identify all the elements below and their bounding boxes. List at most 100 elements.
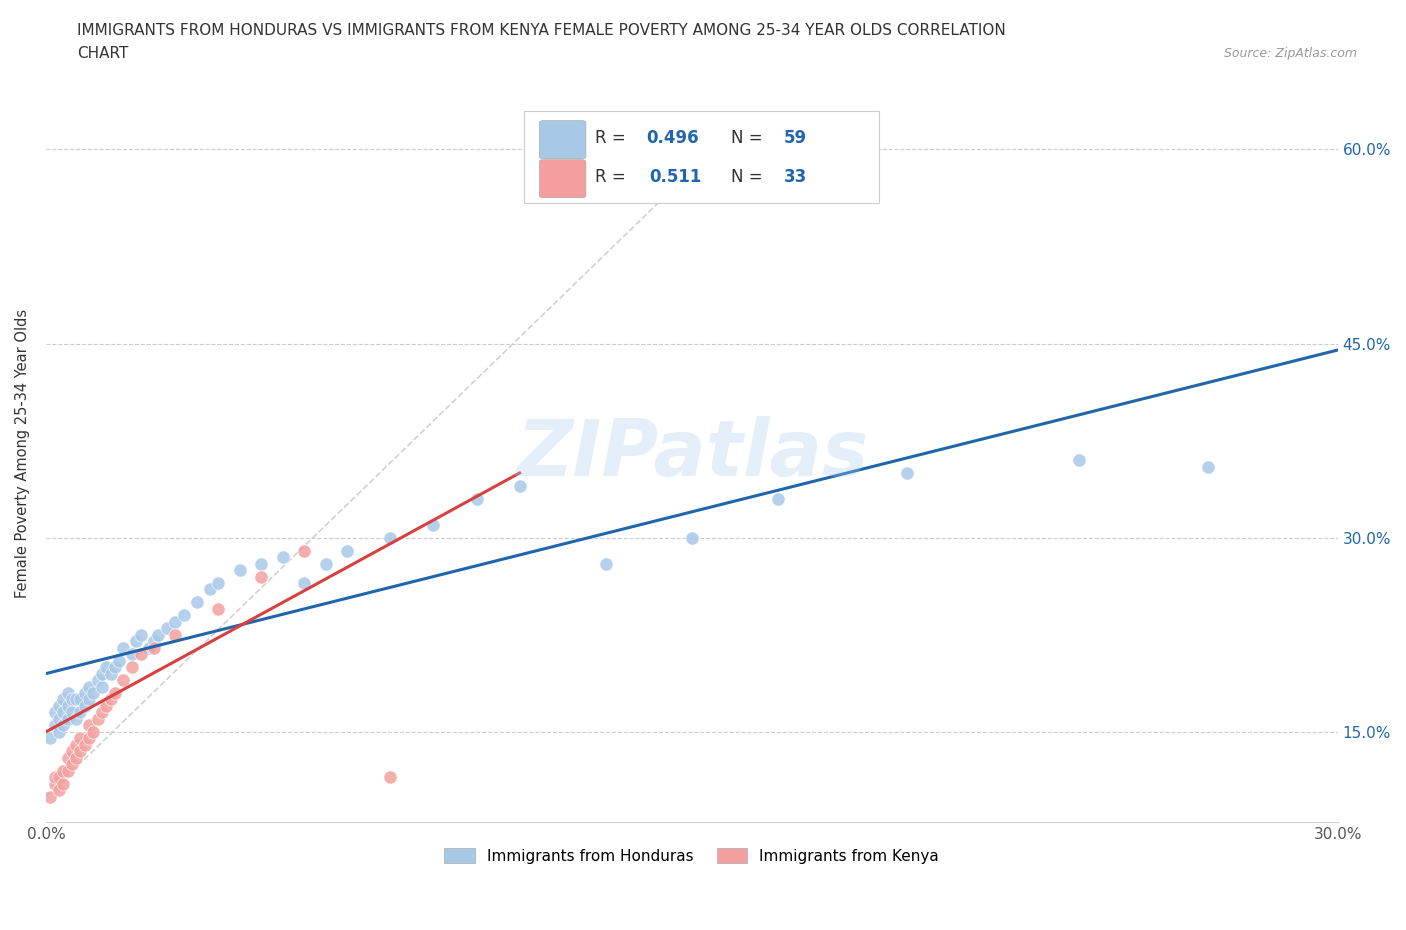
Point — [100, 692, 122, 707]
Point — [173, 608, 195, 623]
Text: 59: 59 — [783, 129, 807, 147]
Point — [60, 692, 83, 707]
Point — [138, 640, 160, 655]
Point — [56, 698, 79, 713]
Point — [69, 705, 91, 720]
Point — [77, 679, 100, 694]
Point — [52, 705, 75, 720]
Point — [315, 556, 337, 571]
Text: IMMIGRANTS FROM HONDURAS VS IMMIGRANTS FROM KENYA FEMALE POVERTY AMONG 25-34 YEA: IMMIGRANTS FROM HONDURAS VS IMMIGRANTS F… — [77, 23, 1007, 38]
Point — [56, 751, 79, 765]
Y-axis label: Female Poverty Among 25-34 Year Olds: Female Poverty Among 25-34 Year Olds — [15, 309, 30, 598]
Point — [112, 640, 135, 655]
Point — [69, 731, 91, 746]
Point — [48, 770, 70, 785]
Point — [292, 576, 315, 591]
Point — [142, 634, 165, 649]
Point — [56, 685, 79, 700]
FancyBboxPatch shape — [540, 121, 586, 159]
Point — [1069, 453, 1091, 468]
Text: R =: R = — [595, 168, 636, 186]
Point — [44, 718, 66, 733]
Point — [86, 672, 108, 687]
Point — [91, 679, 114, 694]
Point — [65, 737, 87, 752]
Point — [44, 777, 66, 791]
Point — [380, 530, 402, 545]
Point — [56, 764, 79, 778]
Point — [165, 615, 187, 630]
Point — [207, 602, 229, 617]
Point — [380, 770, 402, 785]
Point — [82, 685, 104, 700]
Point — [207, 576, 229, 591]
Point — [44, 770, 66, 785]
Point — [86, 711, 108, 726]
Point — [112, 672, 135, 687]
Point — [82, 724, 104, 739]
Point — [48, 711, 70, 726]
Point — [465, 491, 488, 506]
Point — [125, 634, 148, 649]
Point — [69, 692, 91, 707]
Point — [129, 646, 152, 661]
Point — [896, 466, 918, 481]
Point — [250, 569, 273, 584]
Point — [766, 491, 789, 506]
Point — [60, 744, 83, 759]
Point — [48, 724, 70, 739]
Point — [65, 751, 87, 765]
Point — [121, 659, 143, 674]
Text: ZIPatlas: ZIPatlas — [516, 416, 868, 492]
Text: R =: R = — [595, 129, 631, 147]
Point — [292, 543, 315, 558]
Point — [73, 737, 96, 752]
Point — [228, 563, 250, 578]
Point — [104, 659, 127, 674]
Point — [77, 731, 100, 746]
Point — [155, 621, 177, 636]
Point — [165, 628, 187, 643]
Point — [39, 790, 62, 804]
Point — [60, 705, 83, 720]
Point — [91, 705, 114, 720]
Point — [60, 757, 83, 772]
Point — [142, 640, 165, 655]
Point — [96, 659, 118, 674]
Point — [121, 646, 143, 661]
Point — [198, 582, 221, 597]
Point — [77, 718, 100, 733]
Point — [509, 479, 531, 494]
Point — [681, 530, 703, 545]
Point — [250, 556, 273, 571]
Point — [336, 543, 359, 558]
Text: 0.496: 0.496 — [647, 129, 699, 147]
Point — [73, 685, 96, 700]
Text: 33: 33 — [783, 168, 807, 186]
Text: Source: ZipAtlas.com: Source: ZipAtlas.com — [1223, 46, 1357, 60]
Text: CHART: CHART — [77, 46, 129, 61]
Point — [91, 666, 114, 681]
Text: 0.511: 0.511 — [650, 168, 702, 186]
Point — [52, 692, 75, 707]
Point — [48, 698, 70, 713]
Point — [65, 711, 87, 726]
Point — [77, 692, 100, 707]
Point — [48, 783, 70, 798]
Point — [129, 628, 152, 643]
FancyBboxPatch shape — [540, 160, 586, 198]
Point — [96, 698, 118, 713]
Text: N =: N = — [731, 129, 768, 147]
Point — [146, 628, 169, 643]
Point — [52, 764, 75, 778]
Point — [69, 744, 91, 759]
Point — [73, 698, 96, 713]
Point — [1198, 459, 1220, 474]
Point — [595, 556, 617, 571]
Point — [108, 653, 131, 668]
Legend: Immigrants from Honduras, Immigrants from Kenya: Immigrants from Honduras, Immigrants fro… — [439, 843, 945, 870]
FancyBboxPatch shape — [524, 111, 879, 203]
Point — [271, 550, 294, 565]
Point — [100, 666, 122, 681]
Text: N =: N = — [731, 168, 768, 186]
